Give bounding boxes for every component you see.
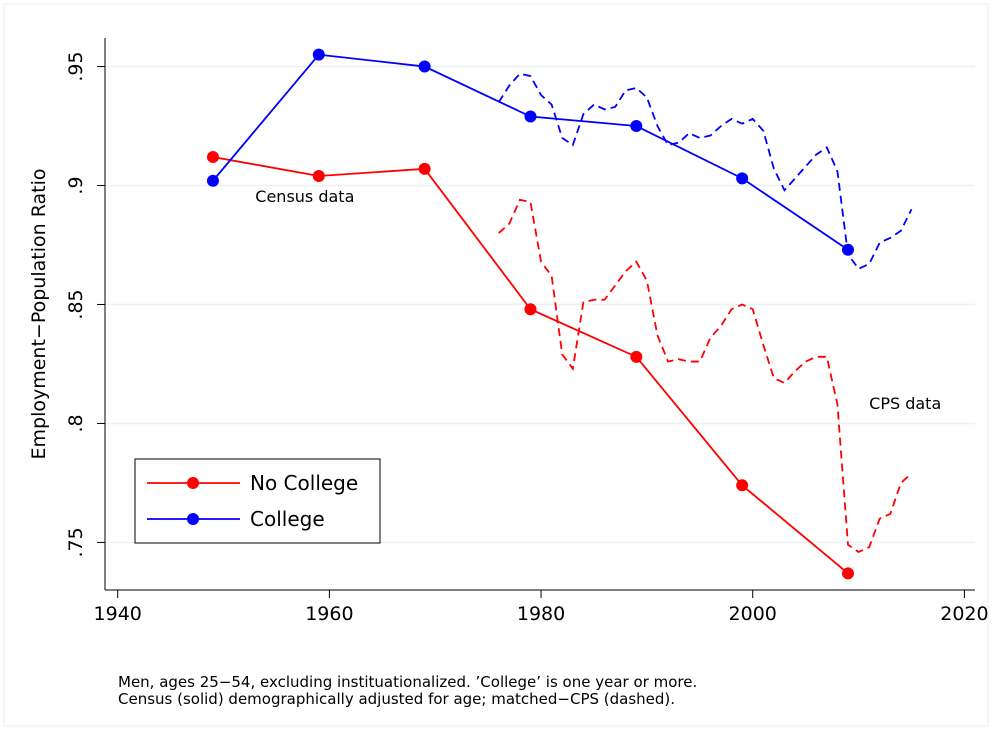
y-tick-label: .85 xyxy=(65,289,87,319)
x-tick-label: 1960 xyxy=(305,603,353,625)
point xyxy=(206,150,219,163)
background xyxy=(3,3,989,727)
x-tick-label: 2000 xyxy=(729,603,777,625)
y-tick-label: .75 xyxy=(65,527,87,557)
point xyxy=(736,479,749,492)
series-line xyxy=(497,72,913,270)
note: Men, ages 25−54, excluding instituationa… xyxy=(118,673,697,691)
point xyxy=(206,174,219,187)
annotation: Census data xyxy=(255,187,354,206)
point xyxy=(418,60,431,73)
point xyxy=(524,303,537,316)
x-tick-label: 1940 xyxy=(94,603,142,625)
legend-marker xyxy=(187,513,199,525)
point xyxy=(524,110,537,123)
y-axis-label: Employment−Population Ratio xyxy=(28,169,50,460)
point xyxy=(630,120,643,133)
legend-marker xyxy=(187,477,199,489)
y-tick-label: .8 xyxy=(65,414,87,432)
y-tick-label: .9 xyxy=(65,176,87,194)
y-tick-label: .95 xyxy=(65,51,87,81)
x-tick-label: 2020 xyxy=(940,603,988,625)
legend-label: No College xyxy=(250,471,358,495)
point xyxy=(312,48,325,61)
point xyxy=(841,567,854,580)
legend-label: College xyxy=(250,507,325,531)
point xyxy=(418,162,431,175)
point xyxy=(630,350,643,363)
note: Census (solid) demographically adjusted … xyxy=(118,690,675,708)
x-tick-label: 1980 xyxy=(517,603,565,625)
point xyxy=(736,172,749,185)
annotation: CPS data xyxy=(869,394,941,413)
legend-box xyxy=(134,458,381,544)
point xyxy=(312,170,325,182)
